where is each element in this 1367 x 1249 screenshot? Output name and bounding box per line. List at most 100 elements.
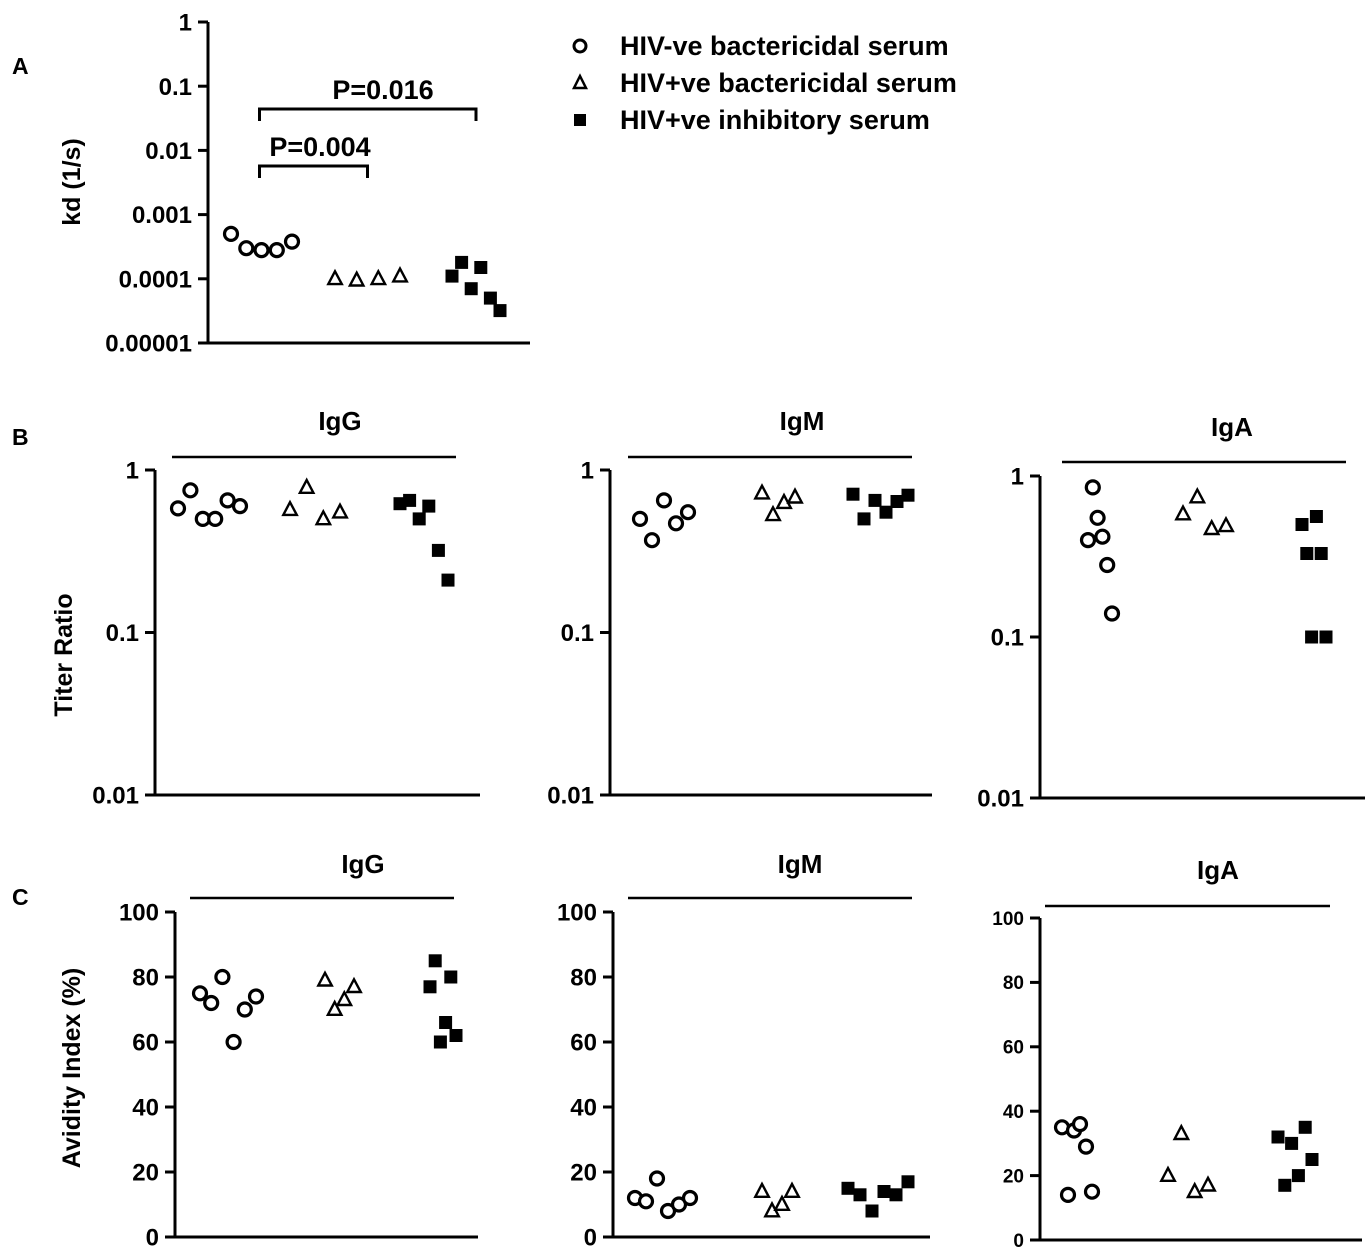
data-point-circle [231, 498, 249, 515]
legend-label: HIV+ve bactericidal serum [620, 68, 957, 98]
data-point-triangle [314, 508, 333, 526]
legend-marker-triangle [571, 73, 589, 90]
data-point-square [1295, 518, 1309, 531]
data-point-circle [637, 1193, 655, 1210]
data-point-circle [1089, 509, 1106, 526]
data-point-triangle [297, 477, 316, 494]
data-point-square [431, 543, 445, 557]
y-tick-label: 0.001 [132, 202, 192, 229]
data-point-triangle [281, 499, 299, 517]
legend-item-hiv-pos-bactericidal: HIV+ve bactericidal serum [571, 68, 957, 98]
y-tick-label: 60 [570, 1030, 597, 1057]
legend-marker-circle [572, 38, 588, 54]
p-value-label: P=0.016 [332, 75, 433, 105]
y-tick-label: 0.01 [92, 783, 139, 810]
legend-label: HIV-ve bactericidal serum [620, 31, 949, 61]
y-axis-title: Titer Ratio [50, 593, 78, 716]
data-point-triangle [1159, 1165, 1177, 1183]
y-tick-label: 40 [132, 1095, 159, 1122]
data-point-square [1309, 510, 1323, 523]
legend-label: HIV+ve inhibitory serum [620, 105, 930, 135]
data-point-triangle [773, 1194, 791, 1212]
y-tick-label: 40 [570, 1095, 597, 1122]
data-point-square [464, 282, 478, 296]
data-point-square [841, 1181, 855, 1195]
data-point-square [889, 1188, 903, 1202]
data-point-triangle [347, 270, 366, 287]
chart-title: IgM [780, 406, 825, 436]
data-point-triangle [1174, 504, 1192, 521]
data-point-circle [1059, 1186, 1077, 1204]
data-point-triangle [326, 268, 344, 286]
data-point-triangle [325, 999, 344, 1016]
data-point-circle [182, 482, 199, 499]
data-point-square [853, 1188, 867, 1202]
y-tick-label: 0.0001 [119, 266, 192, 293]
data-point-square [901, 1175, 915, 1189]
data-point-circle [1103, 605, 1121, 622]
y-tick-label: 80 [570, 965, 597, 992]
y-axis-title: kd (1/s) [58, 138, 86, 226]
y-tick-label: 100 [119, 900, 159, 927]
data-point-square [1285, 1136, 1299, 1150]
chart-c-igg: 0 20 40 60 80 100 Avidity Index (%) IgG [58, 849, 478, 1249]
legend-marker-square [574, 114, 586, 126]
y-tick-label: 0 [1013, 1231, 1024, 1249]
data-point-triangle [391, 266, 409, 283]
y-tick-label: 1 [1011, 464, 1024, 491]
data-point-triangle [316, 970, 334, 987]
data-point-circle [247, 988, 265, 1005]
y-tick-label: 100 [992, 909, 1024, 930]
data-point-circle [648, 1170, 666, 1187]
data-point-square [439, 1016, 453, 1029]
data-point-triangle [1185, 1181, 1204, 1199]
data-point-square [879, 505, 893, 519]
data-point-square [1314, 547, 1328, 560]
y-tick-label: 1 [179, 10, 192, 37]
data-point-triangle [786, 487, 804, 504]
data-point-triangle [1217, 515, 1235, 533]
data-point-square [877, 1185, 891, 1198]
legend: HIV-ve bactericidal serum HIV+ve bacteri… [571, 31, 957, 135]
y-tick-label: 0.1 [106, 620, 139, 647]
y-tick-label: 0.01 [977, 786, 1024, 813]
data-point-triangle [331, 502, 349, 519]
data-point-square [428, 954, 442, 968]
data-point-square [865, 1204, 879, 1218]
data-point-square [455, 255, 469, 269]
chart-title: IgM [778, 849, 823, 879]
data-point-square [1298, 1120, 1312, 1134]
y-tick-label: 0.00001 [105, 331, 192, 358]
data-point-circle [214, 968, 231, 986]
y-tick-label: 0.1 [561, 620, 594, 647]
data-point-square [422, 499, 436, 513]
data-point-circle [253, 242, 270, 259]
data-point-circle [169, 500, 187, 517]
y-tick-label: 80 [132, 965, 159, 992]
data-point-circle [191, 985, 209, 1002]
panel-label-a: A [12, 53, 29, 79]
data-point-square [444, 970, 458, 984]
chart-a: 1 0.1 0.01 0.001 0.0001 0.00001 kd (1/s) P=0.00… [58, 10, 530, 358]
panel-label-b: B [12, 424, 29, 450]
data-point-circle [225, 1033, 242, 1051]
chart-c-igm: 0 20 40 60 80 100 IgM [557, 849, 930, 1249]
y-tick-label: 0.01 [145, 138, 192, 165]
data-point-circle [207, 510, 224, 528]
legend-item-hiv-neg-bactericidal: HIV-ve bactericidal serum [572, 31, 949, 61]
chart-b-igm: 1 0.1 0.01 IgM [547, 406, 932, 810]
data-point-triangle [783, 1181, 801, 1199]
data-point-square [474, 261, 488, 274]
legend-item-hiv-pos-inhibitory: HIV+ve inhibitory serum [574, 105, 930, 135]
chart-b-igg: 1 0.1 0.01 Titer Ratio IgG [50, 406, 480, 810]
y-tick-label: 0.1 [991, 625, 1024, 652]
data-point-square [403, 493, 417, 507]
data-point-circle [1083, 1183, 1101, 1200]
data-point-square [846, 487, 860, 501]
y-tick-label: 40 [1003, 1102, 1024, 1123]
y-tick-label: 0 [584, 1225, 597, 1249]
data-point-square [890, 495, 904, 508]
y-tick-label: 1 [126, 458, 139, 485]
data-point-circle [1071, 1115, 1089, 1133]
charts: 1 0.1 0.01 0.001 0.0001 0.00001 kd (1/s) P=0.00… [50, 10, 1365, 1249]
